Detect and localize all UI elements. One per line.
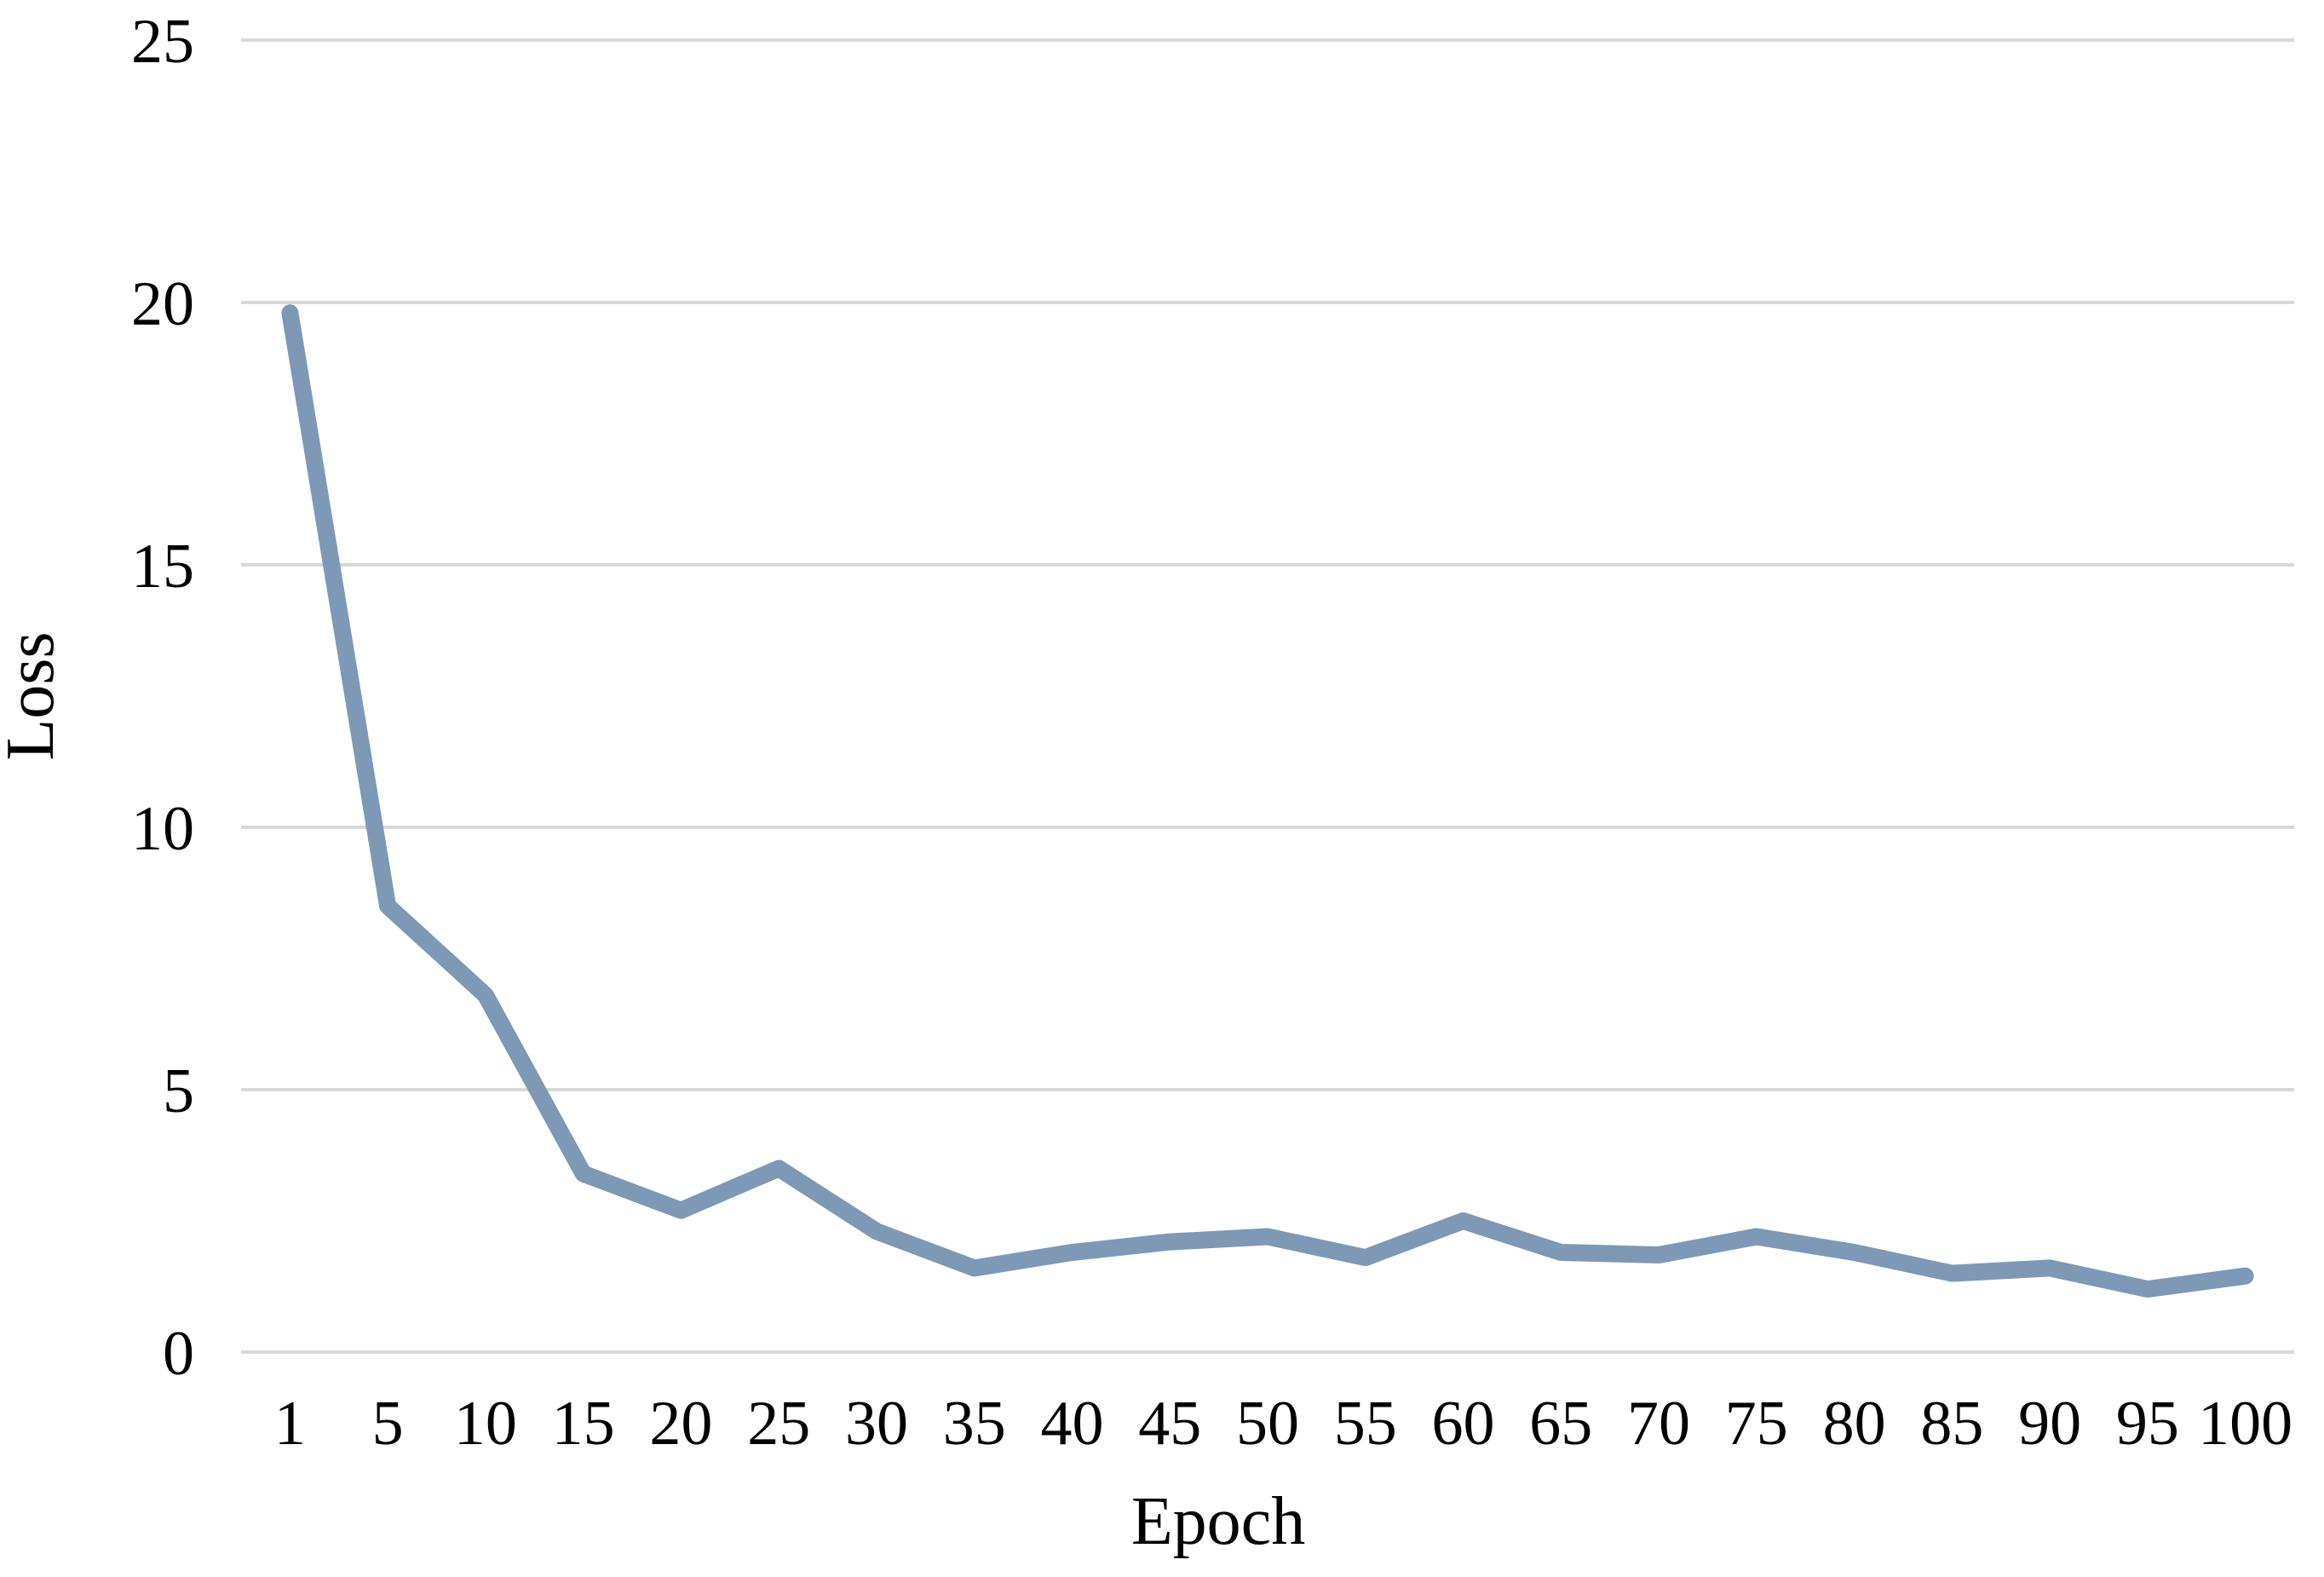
x-tick-label-75: 75 xyxy=(1725,1389,1788,1459)
x-tick-label-30: 30 xyxy=(845,1389,908,1459)
x-tick-label-80: 80 xyxy=(1823,1389,1886,1459)
x-tick-label-15: 15 xyxy=(552,1389,615,1459)
x-axis-title: Epoch xyxy=(1131,1484,1305,1559)
y-tick-label-10: 10 xyxy=(131,794,194,864)
y-axis-tick-labels: 0 5 10 15 20 25 xyxy=(131,7,194,1389)
x-tick-label-50: 50 xyxy=(1236,1389,1299,1459)
x-tick-label-25: 25 xyxy=(747,1389,810,1459)
x-tick-label-95: 95 xyxy=(2116,1389,2179,1459)
x-tick-label-45: 45 xyxy=(1138,1389,1201,1459)
x-tick-label-70: 70 xyxy=(1627,1389,1690,1459)
x-tick-label-40: 40 xyxy=(1040,1389,1103,1459)
y-tick-label-0: 0 xyxy=(163,1319,194,1389)
x-axis-tick-labels: 1 5 10 15 20 25 30 35 40 45 50 55 60 65 70 75 80 85 90 95 10… xyxy=(274,1389,2292,1459)
y-tick-label-20: 20 xyxy=(131,269,194,339)
x-tick-label-65: 65 xyxy=(1529,1389,1592,1459)
x-tick-label-20: 20 xyxy=(649,1389,712,1459)
x-tick-label-5: 5 xyxy=(372,1389,404,1459)
x-tick-label-100: 100 xyxy=(2198,1389,2292,1459)
x-tick-label-10: 10 xyxy=(454,1389,517,1459)
x-tick-label-60: 60 xyxy=(1432,1389,1495,1459)
x-tick-label-85: 85 xyxy=(1920,1389,1983,1459)
y-tick-label-15: 15 xyxy=(131,532,194,601)
horizontal-gridlines xyxy=(241,38,2294,1354)
y-tick-label-5: 5 xyxy=(163,1056,194,1126)
x-tick-label-35: 35 xyxy=(943,1389,1006,1459)
x-tick-label-55: 55 xyxy=(1334,1389,1397,1459)
loss-series-line xyxy=(281,304,2254,1298)
y-tick-label-25: 25 xyxy=(131,7,194,77)
x-tick-label-1: 1 xyxy=(274,1389,306,1459)
x-tick-label-90: 90 xyxy=(2018,1389,2081,1459)
y-axis-title: Loss xyxy=(0,631,68,760)
